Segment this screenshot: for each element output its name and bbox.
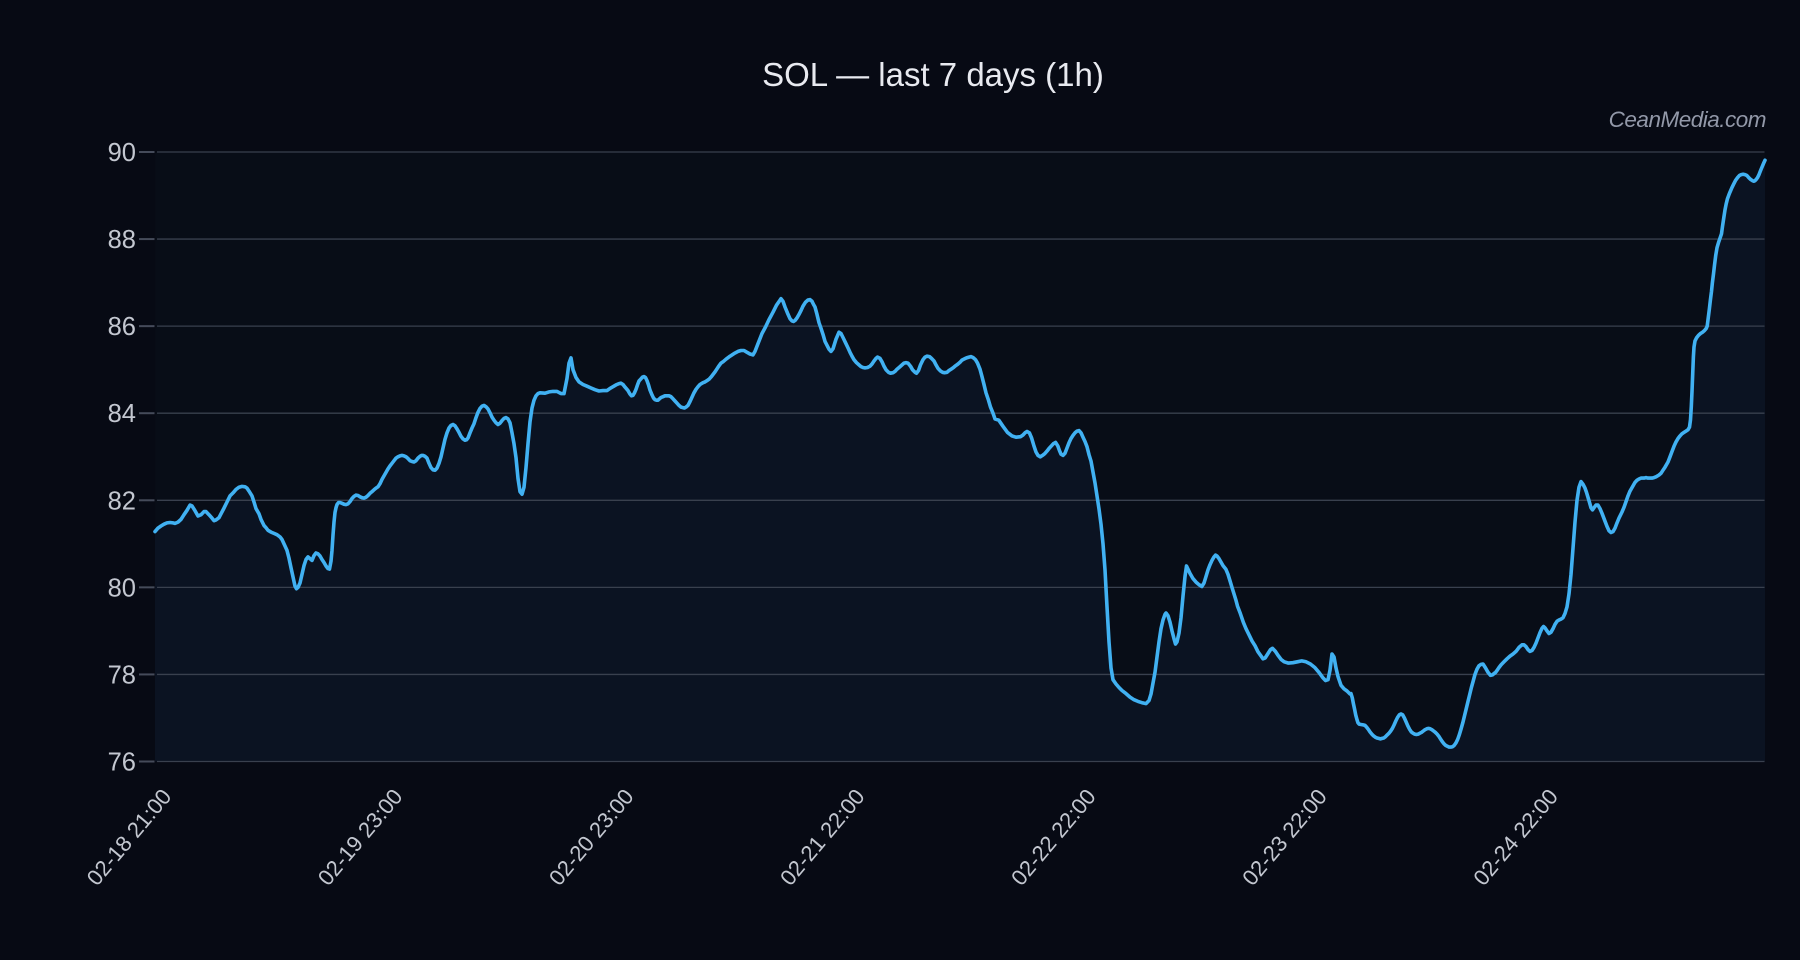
svg-text:82: 82 bbox=[108, 487, 136, 515]
svg-text:88: 88 bbox=[108, 226, 136, 254]
svg-text:90: 90 bbox=[108, 139, 136, 167]
svg-text:76: 76 bbox=[108, 749, 136, 777]
svg-text:SOL — last 7 days (1h): SOL — last 7 days (1h) bbox=[762, 56, 1104, 93]
svg-text:86: 86 bbox=[108, 313, 136, 341]
svg-text:78: 78 bbox=[108, 661, 136, 689]
svg-text:CeanMedia.com: CeanMedia.com bbox=[1609, 107, 1766, 132]
svg-text:80: 80 bbox=[108, 574, 136, 602]
svg-text:84: 84 bbox=[108, 400, 136, 428]
